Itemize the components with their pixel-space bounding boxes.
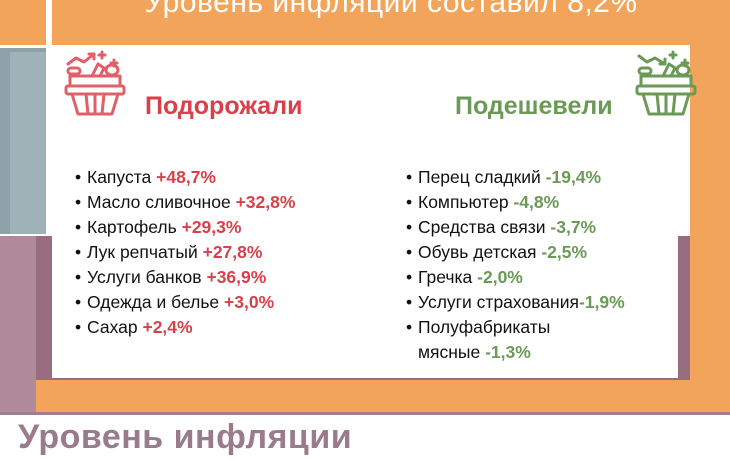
item-name: Услуги страхования	[418, 292, 579, 312]
decreased-title: Подешевели	[455, 92, 613, 120]
decor-purple-strip	[0, 236, 36, 412]
item-value: +32,8%	[235, 192, 296, 212]
item-value: +27,8%	[202, 242, 263, 262]
decor-orange-bottom	[36, 380, 730, 412]
item-value: -19,4%	[545, 167, 602, 187]
item-name: Капуста	[87, 167, 152, 187]
decor-gray-stripe	[10, 52, 46, 234]
item-name-continued: мясные	[418, 342, 481, 362]
decreased-list: Перец сладкий -19,4% Компьютер -4,8% Сре…	[406, 165, 625, 365]
decor-orange-side	[690, 45, 730, 415]
item-name: Услуги банков	[87, 267, 202, 287]
decor-orange-corner	[0, 0, 46, 45]
list-item: Масло сливочное +32,8%	[75, 190, 295, 215]
item-name: Одежда и белье	[87, 292, 220, 312]
list-item: Капуста +48,7%	[75, 165, 295, 190]
increased-title: Подорожали	[145, 92, 303, 120]
list-item: Обувь детская -2,5%	[406, 240, 625, 265]
item-name: Средства связи	[418, 217, 546, 237]
footer-title: Уровень инфляции	[18, 418, 353, 456]
item-value: -2,5%	[541, 242, 588, 262]
list-item: Лук репчатый +27,8%	[75, 240, 295, 265]
item-value: +36,9%	[206, 267, 267, 287]
list-item: Услуги банков +36,9%	[75, 265, 295, 290]
list-item: Средства связи -3,7%	[406, 215, 625, 240]
item-value: +3,0%	[224, 292, 275, 312]
item-value: -1,9%	[578, 292, 625, 312]
item-value: +29,3%	[181, 217, 242, 237]
item-name: Сахар	[87, 317, 138, 337]
item-name: Картофель	[87, 217, 177, 237]
list-item: Одежда и белье +3,0%	[75, 290, 295, 315]
list-item: Полуфабрикаты мясные -1,3%	[406, 315, 625, 365]
item-name: Лук репчатый	[87, 242, 198, 262]
item-value: -3,7%	[550, 217, 597, 237]
list-item: Гречка -2,0%	[406, 265, 625, 290]
increased-list: Капуста +48,7% Масло сливочное +32,8% Ка…	[75, 165, 295, 340]
list-item: Перец сладкий -19,4%	[406, 165, 625, 190]
item-name: Обувь детская	[418, 242, 537, 262]
grocery-basket-up-icon	[62, 50, 128, 122]
item-value: -1,3%	[485, 342, 531, 362]
item-name: Полуфабрикаты	[418, 317, 551, 337]
header-title: Уровень инфляции составил 8,2%	[144, 0, 638, 19]
item-value: -4,8%	[513, 192, 560, 212]
list-item: Картофель +29,3%	[75, 215, 295, 240]
item-name: Компьютер	[418, 192, 509, 212]
grocery-basket-down-icon	[633, 50, 699, 122]
item-name: Перец сладкий	[418, 167, 541, 187]
list-item: Компьютер -4,8%	[406, 190, 625, 215]
list-item: Услуги страхования-1,9%	[406, 290, 625, 315]
decor-divider	[0, 412, 730, 415]
item-name: Гречка	[418, 267, 473, 287]
header-band	[52, 0, 730, 45]
item-value: +48,7%	[156, 167, 216, 187]
item-value: +2,4%	[142, 317, 193, 337]
item-name: Масло сливочное	[87, 192, 231, 212]
item-value: -2,0%	[477, 267, 523, 287]
list-item: Сахар +2,4%	[75, 315, 295, 340]
